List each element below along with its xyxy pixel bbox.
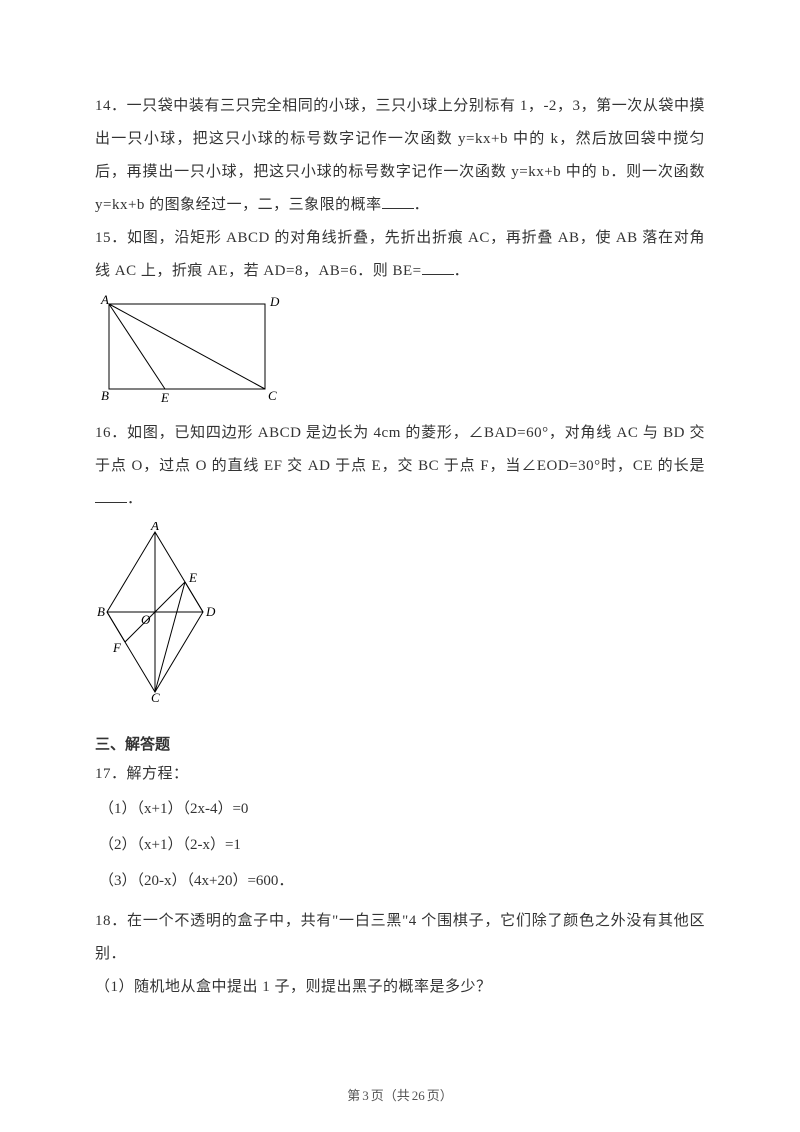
q14-period: ． <box>414 197 430 213</box>
q15-period: ． <box>454 263 470 279</box>
footer-cur: 3 <box>362 1088 369 1103</box>
q15-blank <box>422 259 454 275</box>
footer-suf: 页） <box>427 1088 453 1103</box>
q17-s3: （3）（20-x）（4x+20）=600． <box>99 863 705 899</box>
q15-body: 15．如图，沿矩形 ABCD 的对角线折叠，先折出折痕 AC，再折叠 AB，使 … <box>95 230 705 279</box>
label-E: E <box>160 390 169 404</box>
label-C2: C <box>151 690 160 702</box>
page: 14．一只袋中装有三只完全相同的小球，三只小球上分别标有 1，-2，3，第一次从… <box>0 0 800 1132</box>
label-D2: D <box>205 604 216 619</box>
q14-text: 14．一只袋中装有三只完全相同的小球，三只小球上分别标有 1，-2，3，第一次从… <box>95 90 705 222</box>
q17-head: 17．解方程： <box>95 758 705 791</box>
label-O: O <box>141 612 151 627</box>
label-B2: B <box>97 604 105 619</box>
footer-total: 26 <box>412 1088 425 1103</box>
label-D: D <box>269 294 280 309</box>
label-A2: A <box>150 522 159 533</box>
q16-period: ． <box>127 491 143 507</box>
q16-blank <box>95 487 127 503</box>
q16-text: 16．如图，已知四边形 ABCD 是边长为 4cm 的菱形，∠BAD=60°，对… <box>95 417 705 516</box>
label-A: A <box>100 294 109 307</box>
q18-text: 18．在一个不透明的盒子中，共有"一白三黑"4 个围棋子，它们除了颜色之外没有其… <box>95 905 705 971</box>
q18-s1: （1）随机地从盒中提出 1 子，则提出黑子的概率是多少？ <box>95 971 705 1004</box>
page-footer: 第3页（共26页） <box>0 1085 800 1104</box>
q16-figure: A B D C O E F <box>95 522 705 707</box>
footer-pre: 第 <box>347 1088 360 1103</box>
label-C: C <box>268 388 277 403</box>
q15-text: 15．如图，沿矩形 ABCD 的对角线折叠，先折出折痕 AC，再折叠 AB，使 … <box>95 222 705 288</box>
q14-blank <box>382 193 414 209</box>
label-E2: E <box>188 570 197 585</box>
q17-s1: （1）（x+1）（2x-4）=0 <box>99 791 705 827</box>
q15-figure: A D B C E <box>95 294 705 409</box>
q16-body: 16．如图，已知四边形 ABCD 是边长为 4cm 的菱形，∠BAD=60°，对… <box>95 425 705 474</box>
q17-s2: （2）（x+1）（2-x）=1 <box>99 827 705 863</box>
label-F: F <box>112 640 122 655</box>
section-3-title: 三、解答题 <box>95 733 705 754</box>
label-B: B <box>101 388 109 403</box>
footer-mid: 页（共 <box>371 1088 410 1103</box>
